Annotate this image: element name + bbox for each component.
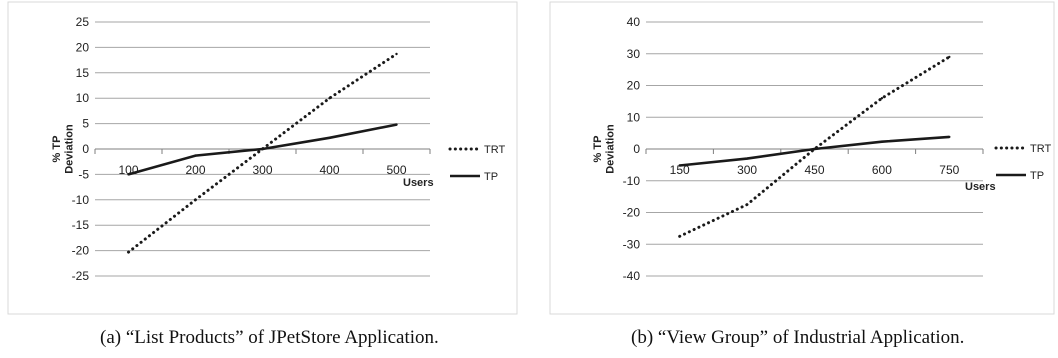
chart-a-series-tp-point [328,136,331,140]
chart-a-y-axis-label: % TPDeviation [51,124,76,174]
chart-a-x-tick-label: 400 [319,163,339,177]
chart-b-series-tp-point [880,140,884,143]
chart-b-series-trt-point [880,97,884,100]
chart-b-x-axis-label: Users [965,181,996,193]
chart-a-series-tp-point [194,154,197,157]
chart-a-series-trt-point [395,52,398,56]
chart-b-series-tp-point [948,135,951,139]
chart-a-y-tick-label: 0 [82,142,89,156]
chart-a-series-trt-point [127,250,130,254]
chart-b-series-tp-line [679,135,950,167]
chart-b-x-tick-label: 750 [939,163,959,177]
chart-b-legend-trt-label: TRT [1030,143,1051,155]
chart-b-y-tick-label: 20 [627,79,641,93]
chart-a-y-tick-label: 25 [76,15,90,29]
chart-a-legend-trt-label: TRT [484,144,505,156]
chart-a-y-tick-label: -5 [78,167,89,181]
chart-b-x-tick-label: 600 [872,163,892,177]
chart-b-x-tick-label: 450 [804,163,824,177]
chart-a-series-tp-point [127,173,130,176]
chart-a-frame [7,1,518,315]
chart-panel-b: -40 -30 -20 -10 0 10 20 30 40 150 300 450 600 750 User… [538,0,1058,358]
chart-a-x-axis-label: Users [403,177,434,189]
chart-a-series-tp-point [395,123,398,126]
chart-b-series-tp-point [745,157,749,160]
chart-b-y-tick-label: -10 [623,174,641,188]
chart-b-y-tick-label: -40 [623,269,641,283]
chart-b-y-tick-label: 30 [627,47,641,61]
chart-b-y-tick-label: -30 [623,237,641,251]
chart-b-series-trt-point [948,55,951,59]
chart-a-y-tick-label: 10 [76,91,90,105]
chart-b-legend-tp-label: TP [1030,170,1044,182]
chart-a-series-trt-line [127,52,398,254]
chart-panel-a: -25 -20 -15 -10 -5 0 5 10 15 20 25 100 200 300 400 500 U… [0,0,520,358]
chart-a-series-tp-point [261,147,264,151]
chart-b-x-tick-label: 300 [737,163,757,177]
chart-b-x-tick-label: 150 [670,163,690,177]
chart-a-y-tick-label: -10 [72,193,90,207]
chart-a-legend-tp-label: TP [484,171,498,183]
chart-a-series-trt-point [194,198,197,201]
chart-a-x-tick-label: 300 [252,163,272,177]
chart-b-series-trt-point [745,203,749,206]
chart-b-y-tick-label: 0 [633,142,640,156]
chart-a-x-tick-label: 500 [386,163,406,177]
chart-b-y-tick-label: 10 [627,110,641,124]
chart-a-x-tick-label: 200 [185,163,205,177]
chart-b-y-tick-label: -20 [623,206,641,220]
chart-b-series-trt-point [678,235,681,238]
chart-a-series-trt-point [328,97,331,100]
chart-a-y-tick-label: -25 [72,269,90,283]
chart-a-y-tick-label: -20 [72,244,90,258]
chart-a-y-tick-label: 5 [82,117,89,131]
chart-a-y-tick-label: -15 [72,218,90,232]
chart-b-y-axis-label: % TPDeviation [592,124,617,174]
chart-b-series-tp-point [813,147,816,151]
chart-b-frame [549,1,1055,315]
chart-a-caption: (a) “List Products” of JPetStore Applica… [100,327,439,348]
chart-b-svg: -40 -30 -20 -10 0 10 20 30 40 150 300 450 600 750 User… [549,1,1055,315]
chart-b-y-tick-label: 40 [627,15,641,29]
chart-a-y-tick-label: 15 [76,66,90,80]
chart-b-caption: (b) “View Group” of Industrial Applicati… [631,327,965,348]
chart-b-series-trt-line [678,55,951,238]
chart-a-y-tick-label: 20 [76,40,90,54]
chart-b-series-tp-point [678,164,681,167]
